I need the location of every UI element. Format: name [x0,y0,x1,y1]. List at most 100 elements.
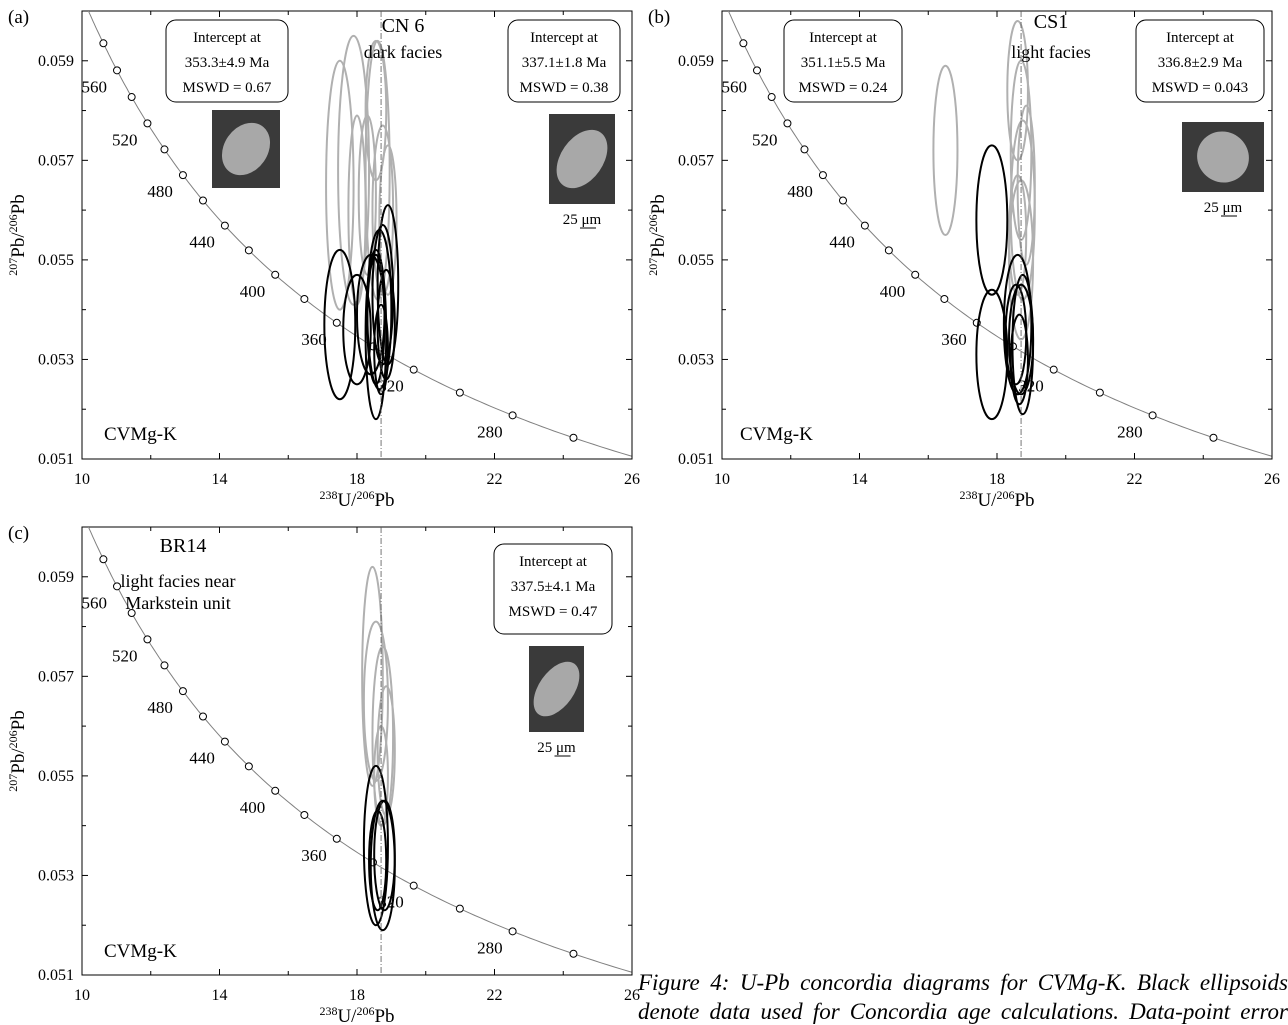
age-marker [127,93,136,102]
age-marker [818,171,827,180]
y-tick-label: 0.051 [38,967,74,984]
intercept-text: Intercept at [519,554,588,570]
age-marker [113,582,122,591]
intercept-text: 353.3±4.9 Ma [185,55,270,71]
intercept-text: Intercept at [530,30,599,46]
facies-label: light facies near [121,571,236,591]
y-tick-label: 0.059 [678,53,714,70]
age-label: 520 [112,130,138,149]
y-tick-label: 0.051 [678,451,714,468]
excluded-error-ellipse [362,620,389,782]
age-marker [569,949,578,958]
concordia-panel-3: (c) 10 14 18 22 26 0.051 0.053 0.055 0.057 0.059 23… [6,523,640,1025]
intercept-text: MSWD = 0.24 [799,80,888,96]
used-error-ellipse [373,799,396,912]
y-tick-label: 0.057 [38,668,74,685]
age-marker [753,66,762,75]
unit-label: CVMg-K [740,424,813,445]
y-axis-label: 207Pb/206Pb [6,194,29,275]
intercept-box-lower [493,543,613,635]
age-label: 520 [112,646,138,665]
age-label: 400 [240,798,266,817]
panel-label: (c) [8,523,29,544]
age-marker [99,555,108,564]
age-label: 560 [82,593,108,612]
y-tick-label: 0.055 [38,252,74,269]
sample-name: CN 6 [382,15,425,37]
age-marker [1095,388,1104,397]
facies-label: light facies [1011,42,1090,62]
age-marker [767,93,776,102]
age-label: 520 [752,130,778,149]
age-marker [940,294,949,303]
intercept-box-lower [1135,19,1265,103]
age-marker [508,927,517,936]
age-marker [332,834,341,843]
y-axis-label: 207Pb/206Pb [646,194,669,275]
age-label: 280 [477,422,503,441]
age-marker [271,270,280,279]
intercept-text: MSWD = 0.67 [183,80,272,96]
panel-label: (a) [8,7,29,28]
age-label: 560 [722,77,748,96]
excluded-error-ellipse [1008,174,1028,296]
excluded-error-ellipse [337,34,371,306]
concordia-curve [87,11,632,457]
figure-caption: Figure 4: U-Pb concordia diagrams for CV… [638,970,1288,1024]
age-marker [332,318,341,327]
intercept-text: Intercept at [1166,30,1235,46]
age-marker [178,687,187,696]
intercept-box-upper [165,19,289,103]
intercept-box-upper [783,19,903,103]
y-tick-label: 0.057 [38,152,74,169]
age-marker [508,411,517,420]
age-label: 440 [189,749,215,768]
age-marker [127,609,136,618]
used-error-ellipse [364,248,388,421]
age-marker [198,712,207,721]
x-tick-label: 10 [74,987,90,1004]
intercept-text: 336.8±2.9 Ma [1158,55,1243,71]
age-label: 480 [147,182,173,201]
used-error-ellipse [975,144,1009,296]
unit-label: CVMg-K [104,424,177,445]
age-marker [1049,365,1058,374]
age-marker [300,810,309,819]
x-tick-label: 10 [714,471,730,488]
age-marker [1209,433,1218,442]
age-marker [884,246,893,255]
age-marker [838,196,847,205]
age-marker [300,294,309,303]
x-axis-label: 238U/206Pb [319,1004,394,1025]
sample-name: BR14 [160,535,207,557]
used-error-ellipse [1011,273,1035,416]
panel-label: (b) [648,7,670,28]
used-error-ellipse [342,273,372,386]
age-marker [409,365,418,374]
age-marker [455,388,464,397]
x-tick-label: 18 [349,987,365,1004]
x-tick-label: 18 [989,471,1005,488]
age-label: 360 [301,846,327,865]
y-tick-label: 0.053 [678,351,714,368]
age-label: 440 [829,233,855,252]
y-tick-label: 0.053 [38,867,74,884]
age-label: 320 [378,377,404,396]
x-axis-label: 238U/206Pb [319,488,394,511]
age-marker [113,66,122,75]
scale-bar-label: 25 μm [1204,200,1243,216]
concordia-panel-1: (a) 10 14 18 22 26 0.051 0.053 0.055 0.057 0.059 23… [6,7,640,511]
zircon-grain [556,129,608,189]
scale-bar-label: 25 μm [563,212,602,228]
x-tick-label: 26 [624,471,640,488]
intercept-text: 337.5±4.1 Ma [511,579,596,595]
facies-label: dark facies [364,42,442,62]
excluded-error-ellipse [357,114,377,276]
intercept-text: Intercept at [193,30,262,46]
used-error-ellipse [1002,253,1033,396]
age-marker [409,881,418,890]
zircon-grain [533,661,580,717]
intercept-box-lower [507,19,621,103]
age-label: 480 [147,698,173,717]
age-label: 440 [189,233,215,252]
